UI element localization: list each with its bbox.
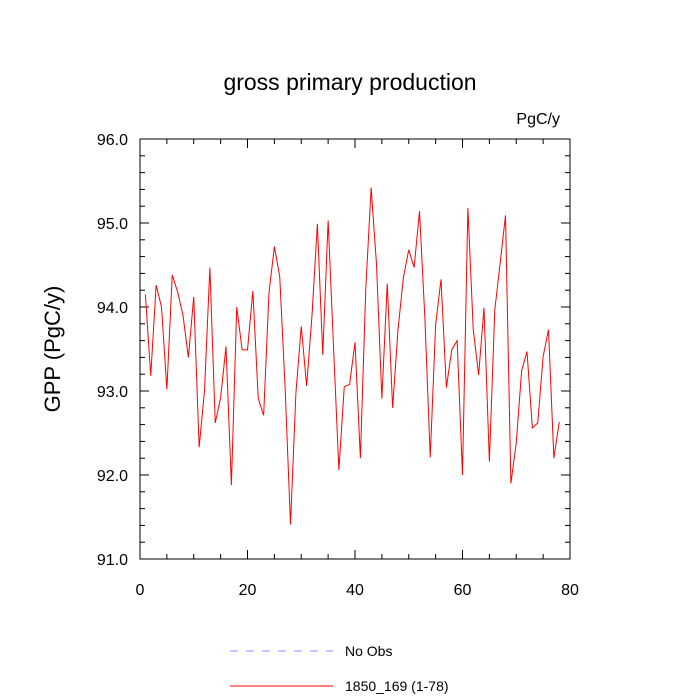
legend-label-0: No Obs: [345, 643, 392, 659]
y-tick-label: 96.0: [97, 132, 128, 149]
y-tick-label: 92.0: [97, 468, 128, 485]
x-tick-label: 60: [454, 582, 472, 599]
x-tick-label: 40: [346, 582, 364, 599]
series-layer: [144, 187, 560, 525]
y-tick-label: 94.0: [97, 300, 128, 317]
chart-title: gross primary production: [223, 69, 476, 95]
y-axis-label: GPP (PgC/y): [40, 286, 65, 413]
legend: No Obs 1850_169 (1-78): [230, 643, 449, 694]
y-tick-label: 95.0: [97, 216, 128, 233]
y-tick-label: 91.0: [97, 552, 128, 569]
x-axis: 0 20 40 60 80: [136, 139, 579, 599]
y-tick-label: 93.0: [97, 384, 128, 401]
x-tick-label: 0: [136, 582, 145, 599]
legend-label-1: 1850_169 (1-78): [345, 678, 449, 694]
x-tick-label: 80: [561, 582, 579, 599]
series-line-1: [144, 187, 560, 525]
y-axis: 91.0 92.0 93.0 94.0 95.0 96.0: [97, 132, 570, 569]
x-tick-label: 20: [239, 582, 257, 599]
units-label: PgC/y: [516, 111, 560, 128]
